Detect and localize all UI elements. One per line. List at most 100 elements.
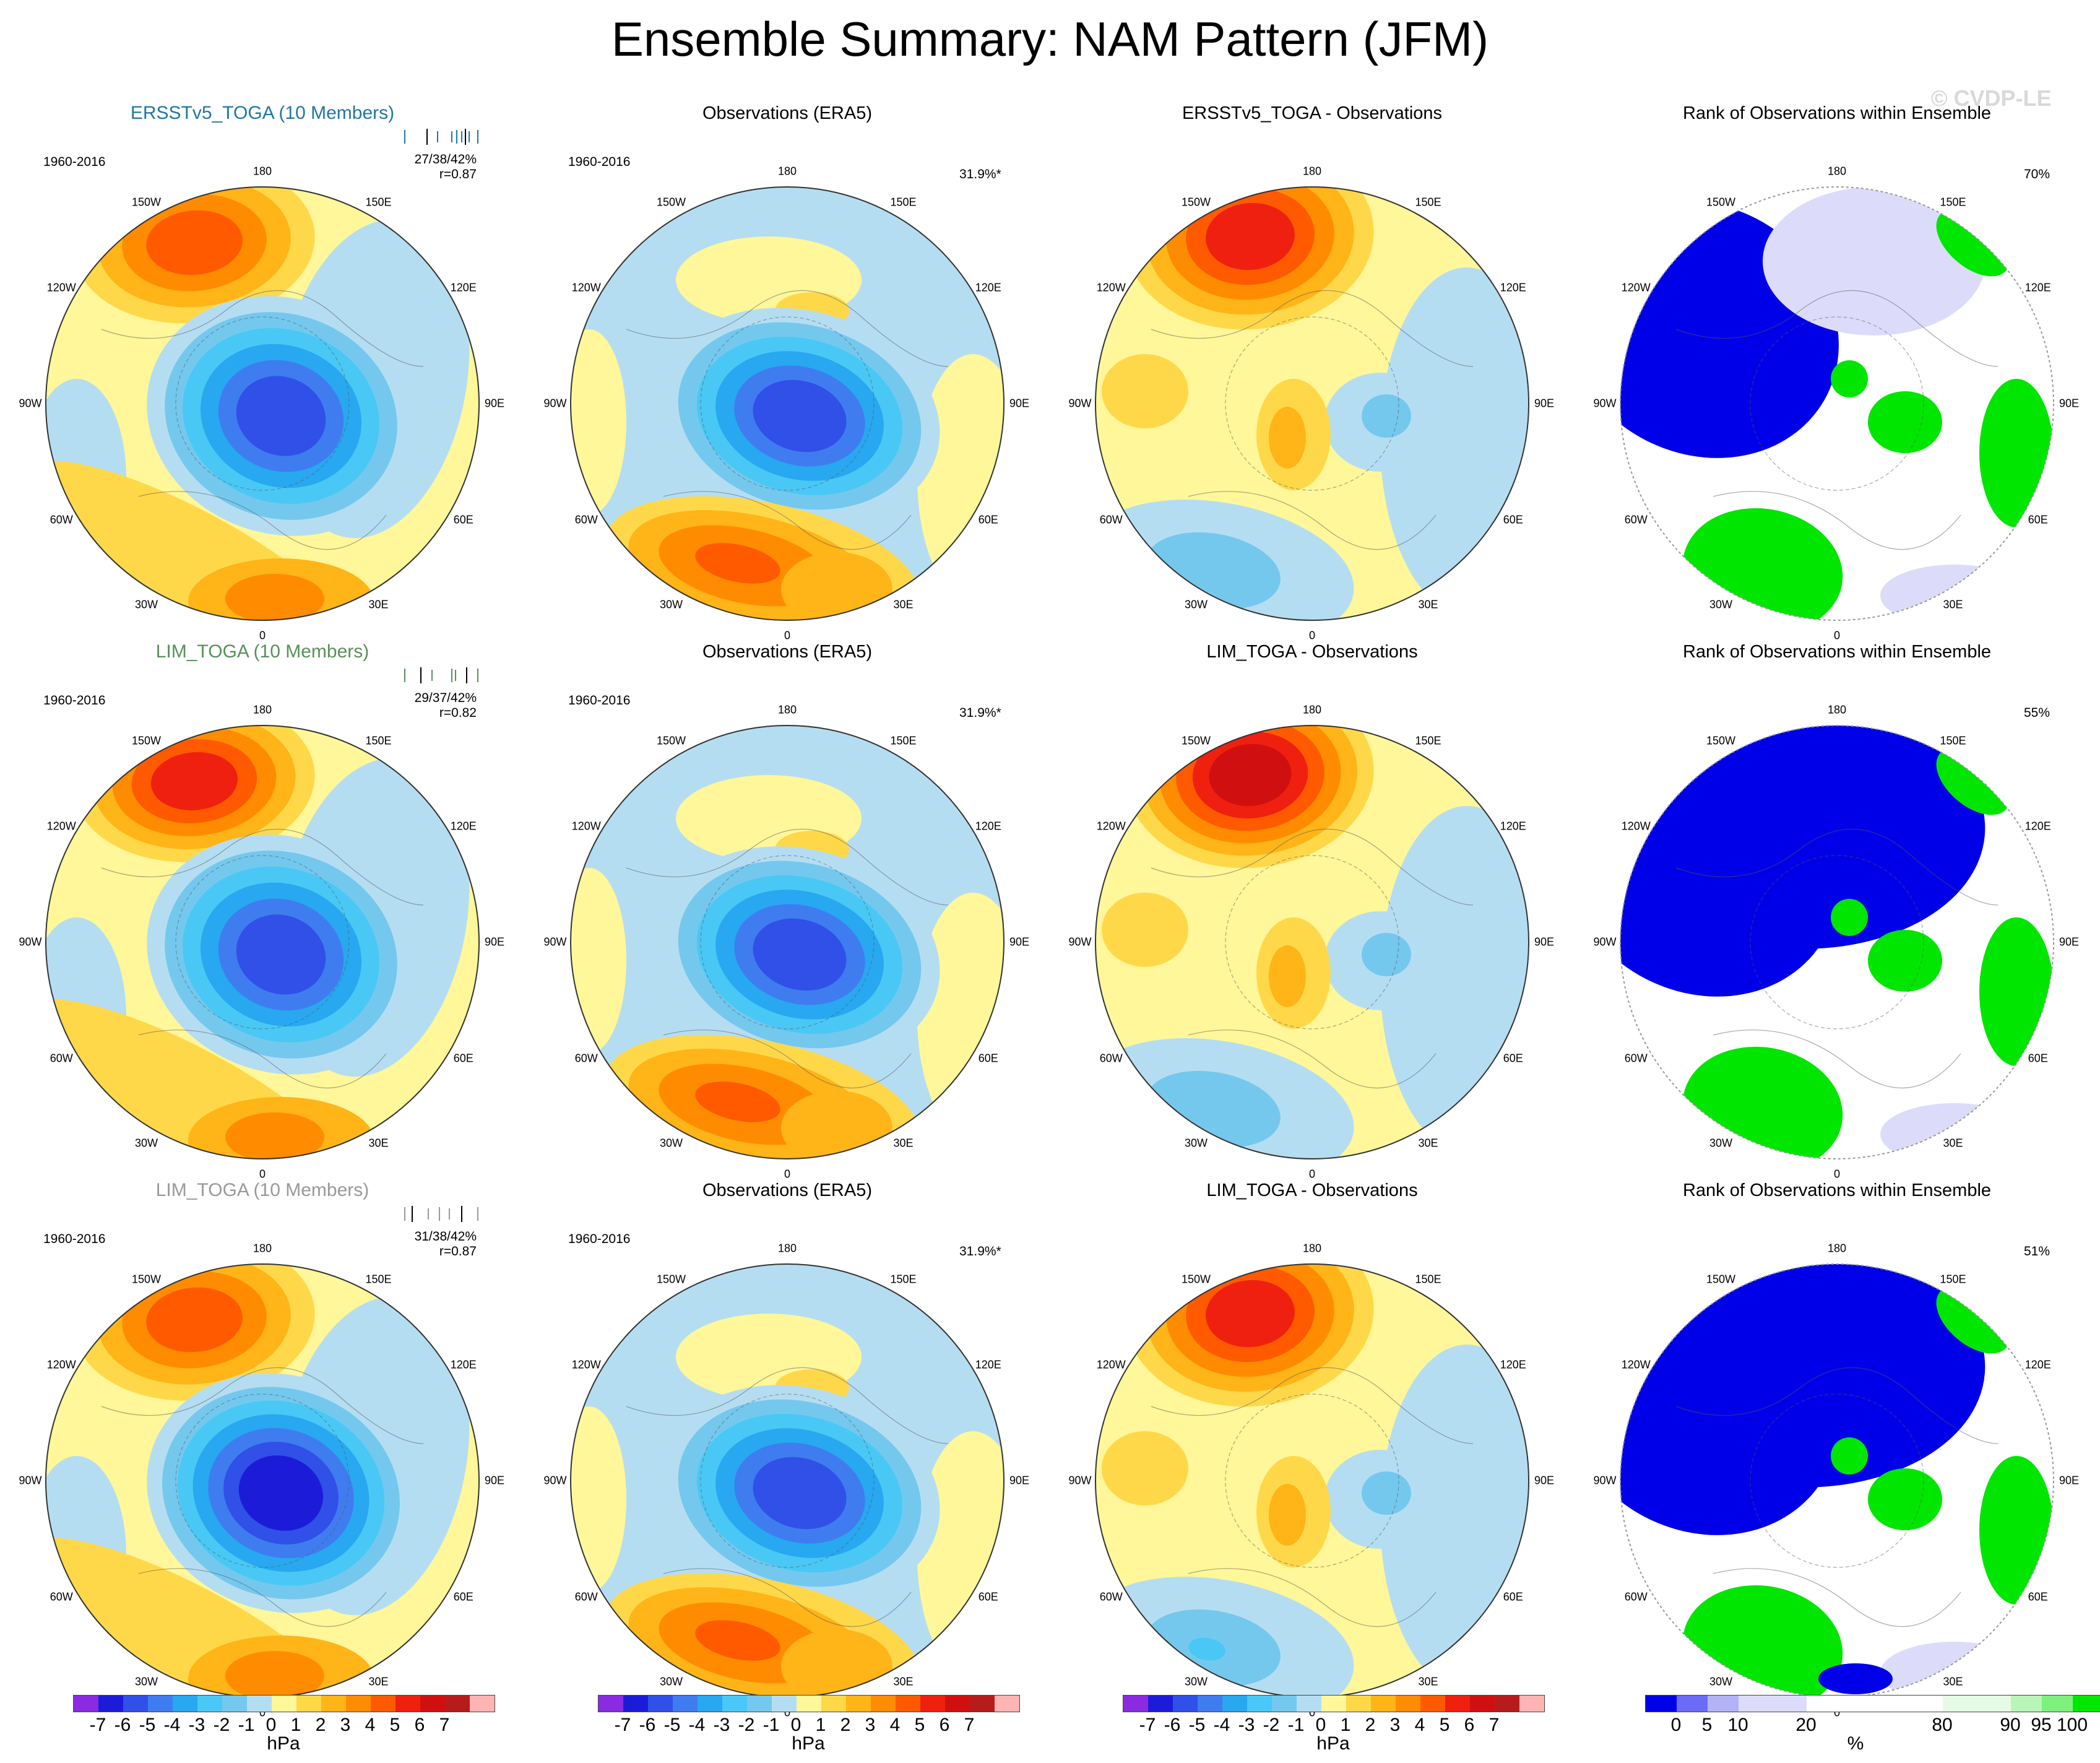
polar-map [45, 1263, 480, 1698]
colorbar-swatch [247, 1696, 272, 1712]
longitude-label: 60W [1099, 1052, 1123, 1064]
colorbar-swatch [945, 1696, 970, 1712]
longitude-label: 120E [1500, 281, 1526, 293]
longitude-label: 0 [784, 1167, 791, 1180]
colorbar-swatch [747, 1696, 772, 1712]
longitude-label: 120W [571, 1358, 601, 1371]
panel-title: ERSSTv5_TOGA (10 Members) [130, 103, 395, 123]
longitude-label: 150W [1181, 1273, 1211, 1286]
longitude-label: 0 [1308, 1706, 1316, 1719]
panel-title: LIM_TOGA - Observations [1206, 1180, 1418, 1200]
colorbar-swatch [1708, 1696, 1739, 1712]
longitude-label: 120E [2024, 281, 2051, 293]
variance-stat: 29/37/42% [414, 691, 477, 705]
colorbar-tick-label: 7 [439, 1715, 450, 1735]
contour-level [917, 354, 1004, 602]
colorbar-swatch [1519, 1696, 1544, 1712]
longitude-label: 60E [1503, 1590, 1523, 1603]
colorbar-tick-label: 7 [1489, 1715, 1500, 1735]
panel-title: LIM_TOGA (10 Members) [155, 641, 369, 662]
contour-level [1269, 407, 1306, 469]
map-outline [1095, 186, 1529, 621]
coastline [1675, 1367, 1998, 1444]
longitude-label: 60W [1099, 513, 1123, 526]
coastline [700, 316, 875, 491]
colorbar-swatch [148, 1696, 173, 1712]
longitude-label: 180 [253, 1242, 272, 1255]
longitude-label: 120E [450, 281, 477, 293]
colorbar-swatch [1346, 1696, 1371, 1712]
rank-region [1868, 930, 1942, 992]
contour-level [695, 1620, 780, 1661]
longitude-label: 120E [2024, 1358, 2051, 1371]
coastline [626, 1367, 949, 1444]
rank-region [1979, 917, 2054, 1066]
panel-obs-row2: Observations (ERA5) 1960-2016 31.9%* 180… [525, 625, 1050, 1180]
longitude-label: 150E [365, 734, 392, 747]
coastline [1188, 491, 1437, 550]
longitude-label: 60W [1099, 1590, 1123, 1603]
colorbar-tick-label: 5 [1439, 1715, 1450, 1735]
longitude-label: 60E [978, 1052, 998, 1064]
longitude-label: 150W [131, 734, 162, 747]
contour-level [236, 376, 326, 456]
colorbar-swatch [1321, 1696, 1346, 1712]
longitude-label: 60W [574, 513, 598, 526]
field-layer [1620, 726, 2054, 1159]
contour-level [1206, 1280, 1295, 1348]
colorbar-swatch [995, 1696, 1019, 1712]
longitude-label: 90E [1009, 397, 1030, 410]
longitude-label: 180 [1302, 703, 1322, 716]
map-outline [1620, 725, 2054, 1159]
contour-level [236, 914, 326, 995]
coastline [1675, 290, 1998, 367]
colorbar-tick-label: 5 [914, 1715, 925, 1735]
coastline [663, 1029, 912, 1089]
longitude-label: 150E [1940, 734, 1966, 747]
contour-level [1362, 933, 1411, 976]
coastline [1151, 290, 1474, 367]
field-layer [571, 726, 1004, 1159]
colorbar-tick-label: 2 [840, 1715, 851, 1735]
period-label: 1960-2016 [568, 693, 631, 708]
longitude-label: 30E [368, 1675, 389, 1688]
rank-region [1868, 391, 1942, 453]
polar-map [570, 186, 1005, 621]
rank-region [1979, 1456, 2054, 1605]
panel-diff-row2: LIM_TOGA - Observations 180 150E 120E 90E 60… [1050, 625, 1575, 1180]
colorbar-tick-label: 4 [365, 1715, 376, 1735]
panel-title: ERSSTv5_TOGA - Observations [1182, 103, 1443, 123]
colorbar-swatch [648, 1696, 673, 1712]
longitude-label: 150W [1181, 734, 1211, 747]
contour-level [695, 1081, 780, 1122]
longitude-label: 150W [131, 1273, 162, 1286]
rank-region [1880, 1103, 2029, 1159]
longitude-label: 180 [1302, 1242, 1322, 1255]
colorbar-swatch [1396, 1696, 1420, 1712]
longitude-label: 60W [50, 1590, 73, 1603]
polar-map [45, 725, 480, 1159]
period-label: 1960-2016 [568, 1232, 631, 1246]
contour-level [753, 379, 847, 453]
longitude-label: 60W [50, 513, 73, 526]
map-outline [1095, 725, 1529, 1159]
panel-obs-row3: Observations (ERA5) 1960-2016 31.9%* 180… [525, 1164, 1050, 1719]
longitude-label: 150E [1415, 734, 1441, 747]
member-spread-ticks [404, 129, 478, 145]
colorbar-swatch [1198, 1696, 1222, 1712]
map-outline [45, 186, 480, 621]
correlation-stat: r=0.87 [439, 1244, 477, 1258]
longitude-label: 90E [1009, 935, 1030, 948]
colorbar-swatch [1677, 1696, 1708, 1712]
rank-region [1936, 747, 2010, 815]
longitude-label: 180 [253, 703, 272, 716]
longitude-label: 120W [1621, 1358, 1651, 1371]
longitude-label: 90W [1068, 935, 1092, 948]
longitude-label: 0 [784, 629, 791, 642]
longitude-label: 90W [19, 935, 42, 948]
colorbar-swatch [598, 1696, 623, 1712]
colorbar-tick-label: -3 [188, 1715, 205, 1735]
longitude-label: 90E [1009, 1474, 1030, 1487]
longitude-label: 150W [131, 196, 162, 209]
coastline [138, 491, 387, 550]
